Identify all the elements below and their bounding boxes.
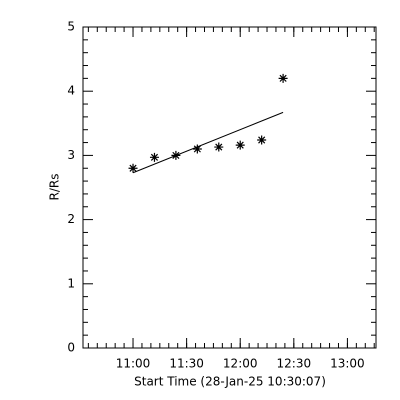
data-point bbox=[128, 163, 138, 173]
y-tick-label: 3 bbox=[67, 148, 75, 162]
x-axis-label: Start Time (28-Jan-25 10:30:07) bbox=[134, 375, 326, 389]
data-point bbox=[214, 142, 224, 152]
x-tick-label: 13:00 bbox=[330, 357, 365, 371]
x-tick-label: 12:00 bbox=[223, 357, 258, 371]
data-point bbox=[171, 150, 181, 160]
y-axis-label: R/Rs bbox=[48, 174, 62, 201]
fit-line bbox=[132, 111, 284, 174]
y-tick-label: 5 bbox=[67, 20, 75, 34]
y-tick-label: 1 bbox=[67, 276, 75, 290]
y-tick-label: 0 bbox=[67, 341, 75, 355]
data-point bbox=[257, 135, 267, 145]
data-point bbox=[235, 140, 245, 150]
y-tick-label: 4 bbox=[67, 84, 75, 98]
x-tick-label: 11:00 bbox=[116, 357, 151, 371]
x-tick-label: 12:30 bbox=[277, 357, 312, 371]
data-point bbox=[278, 73, 288, 83]
plot-frame bbox=[82, 26, 377, 349]
data-point bbox=[149, 152, 159, 162]
data-point bbox=[192, 144, 202, 154]
x-tick-label: 11:30 bbox=[169, 357, 204, 371]
y-tick-label: 2 bbox=[67, 212, 75, 226]
